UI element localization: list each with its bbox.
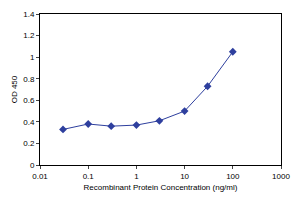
- svg-text:1.2: 1.2: [23, 31, 35, 40]
- svg-text:0.01: 0.01: [32, 172, 48, 181]
- svg-text:100: 100: [226, 172, 240, 181]
- svg-text:0.4: 0.4: [23, 118, 35, 127]
- svg-text:0.2: 0.2: [23, 139, 35, 148]
- svg-text:0.1: 0.1: [83, 172, 95, 181]
- svg-text:Recombinant Protein Concentrat: Recombinant Protein Concentration (ng/ml…: [84, 183, 238, 192]
- svg-text:1: 1: [134, 172, 139, 181]
- svg-text:OD 450: OD 450: [10, 75, 19, 103]
- svg-text:1.4: 1.4: [23, 10, 35, 19]
- svg-text:10: 10: [180, 172, 189, 181]
- svg-text:1: 1: [30, 53, 35, 62]
- svg-text:0: 0: [30, 161, 35, 170]
- svg-text:1000: 1000: [272, 172, 290, 181]
- svg-text:0.6: 0.6: [23, 96, 35, 105]
- svg-text:0.8: 0.8: [23, 75, 35, 84]
